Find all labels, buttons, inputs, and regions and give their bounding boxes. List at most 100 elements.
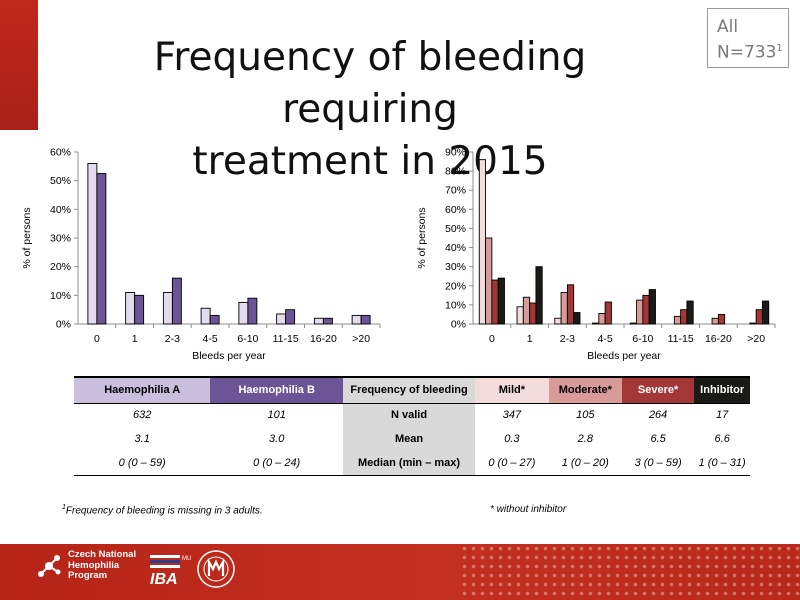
bar-s3->20 [755,309,763,325]
iba-stripes-icon: MU [150,555,191,568]
bar-s3-1 [529,302,537,325]
table-cell: 264 [648,409,668,422]
bar-s2-1 [134,294,145,325]
badge-line-2: N=7331 [717,38,788,64]
logo-line-3: Program [68,570,108,581]
bar-s4-2-3 [573,312,581,325]
bar-s1-16-20 [313,317,324,325]
y-axis-title: % of persons [416,207,428,268]
table-cell: 0 (0 – 59) [74,451,211,476]
bar-s1-0 [87,163,98,325]
x-tick-label: 11-15 [273,333,299,345]
table-cell: 3 (0 – 59) [621,451,695,476]
iba-logo-text: IBA [150,571,178,588]
footer-map-dots [460,544,800,600]
bar-s2->20 [749,322,757,325]
badge-count: N=733 [717,42,777,63]
y-tick-label: 0% [451,319,466,331]
bar-s1-4-5 [592,322,600,325]
red-accent-bar [0,0,38,130]
table-cell: 0.3 [504,433,520,445]
bar-s2-16-20 [711,317,719,325]
table-cell: 3.0 [269,433,285,445]
logo-line-2: Hemophilia [68,559,120,571]
table-cell: 3.1 [134,433,150,445]
sample-size-badge: All N=7331 [707,8,789,68]
row-label-cell: Mean [342,427,476,451]
table-cell: 17 [716,409,729,422]
table-row: 632 101 N valid 347 105 264 17 [74,403,750,427]
footnote-sup: 1 [62,504,66,511]
bar-s2-4-5 [209,314,220,325]
x-tick-label: 0 [489,333,495,345]
bar-s4-11-15 [686,300,694,325]
table-cell: 0 (0 – 24) [210,451,343,476]
y-tick-label: 80% [445,166,466,178]
table-header-cell: Severe* [621,376,695,404]
x-tick-label: 6-10 [632,333,653,345]
network-icon [38,554,61,577]
bar-s4-6-10 [648,289,656,325]
bar-s1-4-5 [200,307,211,325]
table-header-cell: Moderate* [548,376,622,404]
title-line-2: treatment in 2015 [192,139,548,184]
y-tick-label: 50% [50,175,71,187]
bar-s2-0 [96,173,107,325]
x-tick-label: >20 [747,333,765,345]
bar-s3-16-20 [717,313,726,325]
x-tick-label: 11-15 [668,333,694,345]
table-cell: 101 [267,409,286,422]
table-cell: 6.5 [650,433,666,445]
footnote-text: Frequency of bleeding is missing in 3 ad… [65,505,263,517]
iba-logo: MU IBA [146,551,194,591]
y-tick-label: 40% [445,242,466,254]
table-header-row: Haemophilia A Haemophilia B Frequency of b… [74,376,750,404]
y-tick-label: 40% [50,204,71,216]
table-cell: 6.6 [714,433,730,445]
bar-s2-1 [522,296,531,325]
y-tick-label: 10% [445,299,466,311]
bar-s1-6-10 [238,302,249,325]
table-cell: 1 (0 – 31) [694,451,750,476]
table-header-cell: Mild* [475,376,549,404]
x-tick-label: 1 [132,333,138,345]
y-tick-label: 10% [50,290,71,302]
chart-severity: 0% 10% 20% 30% 40% 50% 60% 70% 80% 90% % of person… [416,147,776,362]
bar-s3-2-3 [566,284,575,325]
title-line-1: Frequency of bleeding requiring [153,35,587,132]
bar-s2-2-3 [560,292,568,325]
x-tick-label: 2-3 [560,333,575,345]
y-tick-label: 60% [445,204,466,216]
badge-sup: 1 [776,43,783,54]
bar-s2-6-10 [636,299,644,325]
bar-s1-11-15 [276,313,287,325]
x-tick-label: 2-3 [165,333,180,345]
bar-s4->20 [761,300,770,325]
bar-s3-11-15 [680,309,688,325]
table-cell: 347 [502,409,522,422]
cnhp-logo-text: Czech National Hemophilia Program [68,549,148,582]
bar-s2-16-20 [322,317,333,325]
statistics-table: Haemophilia A Haemophilia B Frequency of b… [74,376,750,476]
bar-s2-11-15 [673,315,682,325]
table-header-cell: Frequency of bleeding [342,376,476,404]
table-header-cell: Haemophilia B [210,376,343,404]
bar-s3-4-5 [604,301,612,325]
footer-bar [0,544,800,600]
bar-s2-4-5 [598,313,606,325]
footnote-inhibitor: * without inhibitor [490,504,567,515]
table-cell: 2.8 [577,433,593,445]
bar-s1-6-10 [629,322,638,325]
chart-hemophilia-type: 0% 10% 20% 30% 40% 50% 60% % of persons 0 1 2-3 4-5… [21,147,381,362]
x-tick-label: 4-5 [203,333,218,345]
bar-s2-0 [485,237,493,325]
table-cell: 105 [576,409,595,422]
bar-s4-1 [535,266,543,325]
y-axis-title: % of persons [21,207,33,268]
row-label-cell: Median (min – max) [342,451,476,476]
x-axis-title: Bleeds per year [192,350,266,362]
bar-s1-1 [125,292,136,325]
bar-s3-6-10 [642,294,650,325]
table-header-cell: Inhibitor [694,376,750,404]
muni-seal-logo [196,549,236,589]
